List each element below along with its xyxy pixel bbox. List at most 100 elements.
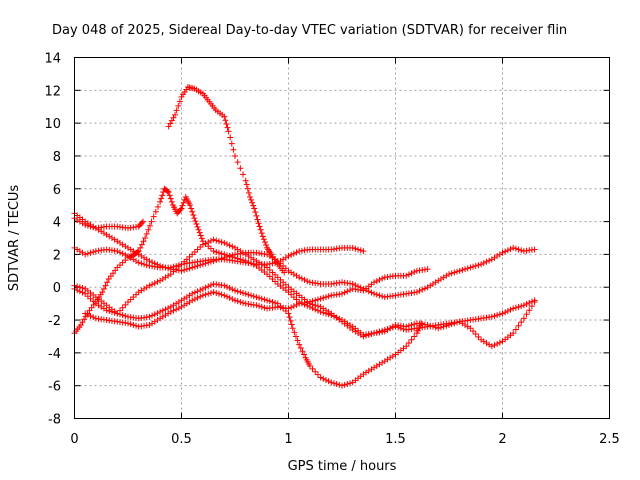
data-point <box>221 282 228 289</box>
data-point <box>504 308 511 315</box>
data-point <box>259 233 266 240</box>
data-point <box>475 333 482 340</box>
data-point <box>165 189 172 196</box>
data-point <box>237 256 244 263</box>
data-point <box>376 276 383 283</box>
data-point <box>424 321 431 328</box>
data-point <box>170 307 177 314</box>
data-point <box>266 298 273 305</box>
data-point <box>250 202 257 209</box>
data-point <box>149 281 156 288</box>
data-point <box>507 246 514 253</box>
data-point <box>215 249 222 256</box>
data-point <box>232 254 238 261</box>
data-point <box>240 289 247 296</box>
data-point <box>199 292 206 299</box>
data-point <box>207 289 214 296</box>
data-point <box>411 269 418 276</box>
data-point <box>242 257 249 264</box>
data-point <box>175 102 182 109</box>
data-point <box>227 134 234 141</box>
data-point <box>306 362 313 369</box>
data-point <box>229 286 236 293</box>
data-point <box>462 266 469 273</box>
y-tick-labels: -8 -6 -4 -2 0 2 4 6 8 10 12 14 <box>44 52 61 428</box>
data-point <box>403 343 410 350</box>
data-point <box>403 272 410 279</box>
data-point <box>234 159 241 166</box>
data-point <box>448 321 455 328</box>
data-point <box>448 270 455 277</box>
data-point <box>446 271 452 278</box>
data-point <box>467 264 474 271</box>
data-point <box>411 333 418 340</box>
data-point <box>202 284 209 291</box>
data-point <box>139 218 146 225</box>
data-point <box>245 189 252 196</box>
data-point <box>232 287 238 294</box>
data-point <box>437 324 444 331</box>
data-point <box>526 307 533 314</box>
x-tick-label: 1.5 <box>385 432 406 447</box>
data-point <box>246 193 253 200</box>
data-point <box>309 298 316 305</box>
data-point <box>368 289 375 296</box>
data-point <box>365 331 372 338</box>
data-point <box>451 269 458 276</box>
data-point <box>221 239 228 246</box>
data-point <box>491 312 498 319</box>
data-point <box>191 215 198 222</box>
data-point <box>138 260 145 267</box>
data-point <box>523 301 530 308</box>
data-point <box>157 198 164 205</box>
data-point <box>257 226 264 233</box>
data-point <box>494 312 501 319</box>
data-point <box>194 294 201 301</box>
data-point <box>518 303 525 310</box>
data-point <box>244 185 251 192</box>
data-point <box>188 205 195 212</box>
y-tick-label: 10 <box>44 117 61 132</box>
data-point <box>186 265 193 272</box>
data-point <box>286 314 293 321</box>
data-point <box>526 299 533 306</box>
data-point <box>229 253 236 260</box>
data-point <box>488 313 495 320</box>
data-point <box>159 192 166 199</box>
y-tick-label: -6 <box>48 380 61 395</box>
data-point <box>290 303 297 310</box>
data-point <box>210 289 217 296</box>
data-point <box>523 311 530 318</box>
data-point <box>510 305 517 312</box>
x-tick-labels: 0 0.5 1 1.5 2 2.5 <box>70 432 619 447</box>
data-point <box>232 297 238 304</box>
data-point <box>325 293 332 300</box>
data-point <box>416 287 423 294</box>
data-point <box>224 124 231 131</box>
data-point <box>104 279 111 286</box>
data-point <box>408 336 415 343</box>
data-point <box>518 319 525 326</box>
data-point <box>360 248 367 255</box>
data-point <box>213 248 220 255</box>
data-point <box>496 339 503 346</box>
data-point <box>196 229 203 236</box>
data-point <box>515 303 522 310</box>
data-point <box>154 203 161 210</box>
data-point <box>312 297 319 304</box>
data-point <box>90 314 97 321</box>
data-point <box>189 208 196 215</box>
data-point <box>74 283 81 290</box>
data-point <box>261 304 268 311</box>
data-point <box>486 257 493 264</box>
data-point <box>218 239 225 246</box>
data-point <box>114 310 121 317</box>
data-point <box>330 380 337 387</box>
data-point <box>122 301 129 308</box>
data-point <box>205 283 212 290</box>
data-point <box>166 192 173 199</box>
data-point <box>251 205 258 212</box>
data-point <box>502 309 509 316</box>
data-point <box>301 276 308 283</box>
data-point <box>515 322 522 329</box>
